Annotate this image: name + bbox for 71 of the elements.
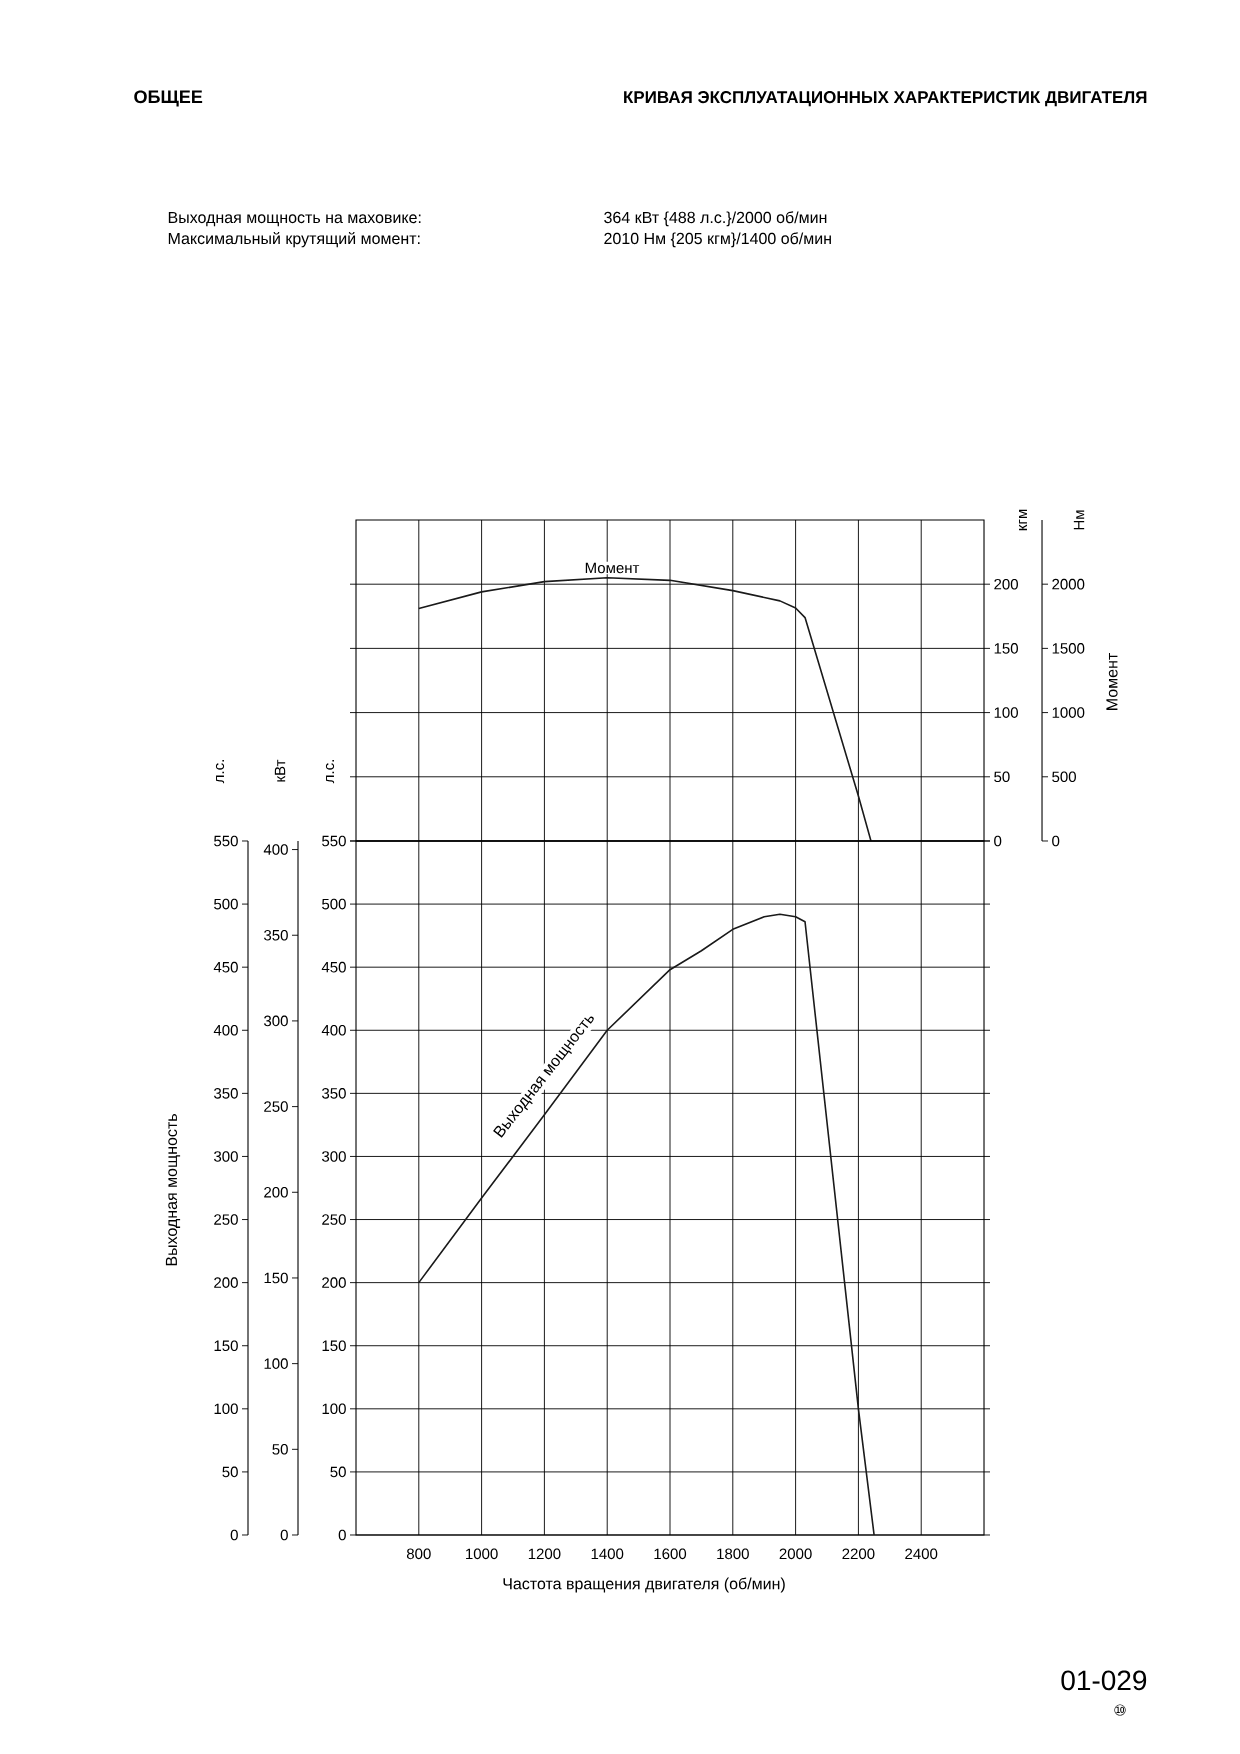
y3-tick-label: 50 (222, 1466, 238, 1478)
text: 2010 Нм {205 кгм}/1400 об/мин (604, 232, 831, 248)
y3-tick-label: 500 (214, 898, 238, 910)
y-tick-label: 100 (994, 707, 1018, 718)
x-axis-title: Частота вращения двигателя (об/мин) (503, 1577, 785, 1593)
y3-tick-label: 450 (213, 961, 238, 973)
text: Максимальный крутящий момент: (168, 232, 420, 248)
x-tick-label: 1400 (591, 1548, 624, 1560)
text: ⑩ (1114, 1704, 1126, 1716)
text: Момент (1106, 653, 1118, 710)
text: Выходная мощность (165, 1114, 181, 1266)
line-series (418, 913, 875, 1535)
y-tick-label: 50 (330, 1466, 346, 1478)
y-tick-label: 0 (994, 835, 1002, 847)
y2-tick-label: 350 (264, 929, 288, 941)
y-tick-label: 250 (322, 1214, 346, 1225)
y-axis-title: кгм (1019, 509, 1027, 531)
y-tick-label: 300 (322, 1151, 346, 1162)
y3-axis-title: л.с. (215, 760, 225, 784)
text: 364 кВт {488 л.с.}/2000 об/мин (604, 211, 827, 227)
y2-tick-label: 150 (264, 1272, 288, 1284)
y2-axis-title: кВт (274, 759, 286, 782)
text: ОБЩЕЕ (134, 90, 203, 107)
y-tick-label: 200 (994, 578, 1018, 590)
y2-tick-label: 0 (1052, 835, 1060, 847)
y-axis-title: л.с. (325, 760, 335, 784)
y2-tick-label: 200 (264, 1186, 288, 1198)
y3-tick-label: 200 (214, 1277, 238, 1288)
y-tick-label: 500 (322, 898, 346, 910)
y3-tick-label: 150 (214, 1340, 238, 1352)
y-tick-label: 100 (322, 1403, 346, 1415)
text: 01-029 (1061, 1670, 1147, 1691)
y-tick-label: 350 (322, 1088, 346, 1099)
y3-tick-label: 300 (214, 1151, 238, 1162)
y-tick-label: 150 (322, 1340, 346, 1352)
y2-tick-label: 250 (264, 1101, 288, 1112)
y3-tick-label: 0 (230, 1529, 238, 1541)
y-tick-label: 550 (322, 835, 346, 847)
y-tick-label: 150 (994, 643, 1018, 654)
y3-tick-label: 550 (214, 835, 238, 847)
y-tick-label: 200 (322, 1277, 346, 1288)
y2-tick-label: 300 (264, 1015, 288, 1027)
text: Выходная мощность на маховике: (168, 211, 421, 227)
y2-tick-label: 100 (264, 1358, 288, 1369)
y-tick-label: 400 (321, 1024, 346, 1036)
x-tick-label: 2200 (842, 1548, 875, 1560)
y2-tick-label: 400 (263, 844, 288, 855)
y2-tick-label: 0 (280, 1529, 288, 1541)
x-tick-label: 1600 (654, 1548, 687, 1560)
x-tick-label: 2400 (905, 1548, 938, 1560)
x-tick-label: 1200 (528, 1548, 561, 1560)
chart-title: КРИВАЯ ЭКСПЛУАТАЦИОННЫХ ХАРАКТЕРИСТИК ДВИГАТЕЛЯ (624, 91, 1147, 107)
y2-tick-label: 50 (272, 1444, 288, 1455)
y3-tick-label: 400 (213, 1024, 238, 1036)
y3-tick-label: 350 (214, 1088, 238, 1099)
y2-tick-label: 1000 (1052, 707, 1085, 718)
y3-tick-label: 250 (214, 1214, 238, 1225)
y2-tick-label: 2000 (1052, 578, 1085, 590)
x-tick-label: 800 (406, 1548, 431, 1560)
line-series (418, 576, 872, 841)
y3-tick-label: 100 (214, 1403, 238, 1415)
x-tick-label: 1000 (466, 1548, 498, 1560)
y-tick-label: 450 (321, 961, 346, 973)
y2-tick-label: 500 (1052, 771, 1076, 783)
x-tick-label: 2000 (779, 1548, 812, 1560)
y-tick-label: 50 (994, 771, 1010, 783)
y-tick-label: 0 (338, 1529, 346, 1541)
y2-axis-title: Нм (1073, 510, 1085, 530)
annotation: Момент (585, 562, 640, 574)
x-tick-label: 1800 (717, 1548, 749, 1560)
y2-tick-label: 1500 (1052, 643, 1085, 654)
